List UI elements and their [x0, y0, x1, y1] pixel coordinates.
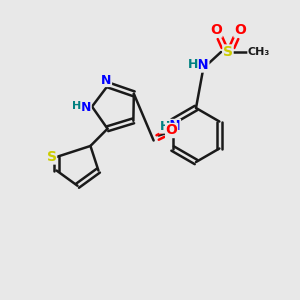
Text: H: H — [188, 58, 198, 71]
Text: N: N — [101, 74, 112, 86]
Text: O: O — [234, 23, 246, 37]
Text: N: N — [169, 119, 180, 134]
Text: N: N — [197, 58, 209, 72]
Text: H: H — [159, 120, 170, 133]
Text: H: H — [72, 100, 82, 111]
Text: S: S — [223, 45, 233, 59]
Text: N: N — [81, 101, 91, 114]
Text: S: S — [46, 150, 57, 164]
Text: O: O — [166, 124, 178, 137]
Text: O: O — [210, 23, 222, 37]
Text: CH₃: CH₃ — [248, 47, 270, 57]
